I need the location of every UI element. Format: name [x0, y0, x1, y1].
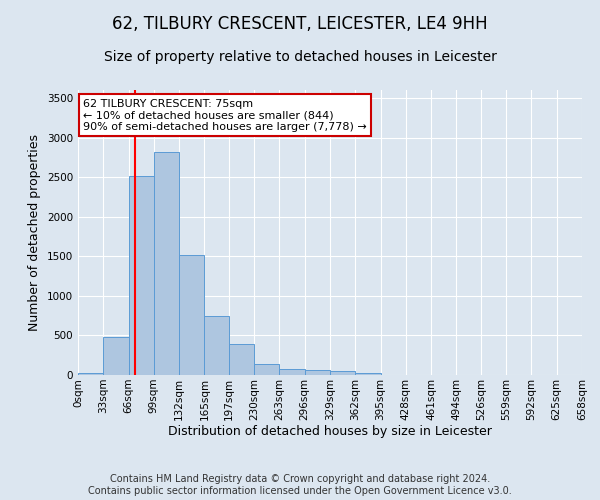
Bar	[179, 254, 205, 375]
Bar	[355, 372, 380, 375]
Text: 62 TILBURY CRESCENT: 75sqm
← 10% of detached houses are smaller (844)
90% of sem: 62 TILBURY CRESCENT: 75sqm ← 10% of deta…	[83, 98, 367, 132]
Text: 62, TILBURY CRESCENT, LEICESTER, LE4 9HH: 62, TILBURY CRESCENT, LEICESTER, LE4 9HH	[112, 15, 488, 33]
Bar	[229, 344, 254, 375]
Bar	[330, 370, 355, 375]
X-axis label: Distribution of detached houses by size in Leicester: Distribution of detached houses by size …	[168, 426, 492, 438]
Y-axis label: Number of detached properties: Number of detached properties	[28, 134, 41, 331]
Bar	[254, 364, 280, 375]
Bar	[305, 370, 330, 375]
Bar	[205, 316, 229, 375]
Bar	[103, 337, 128, 375]
Text: Contains HM Land Registry data © Crown copyright and database right 2024.: Contains HM Land Registry data © Crown c…	[110, 474, 490, 484]
Bar	[154, 152, 179, 375]
Bar	[78, 372, 103, 375]
Bar	[128, 176, 154, 375]
Bar	[280, 369, 305, 375]
Text: Size of property relative to detached houses in Leicester: Size of property relative to detached ho…	[104, 50, 496, 64]
Text: Contains public sector information licensed under the Open Government Licence v3: Contains public sector information licen…	[88, 486, 512, 496]
